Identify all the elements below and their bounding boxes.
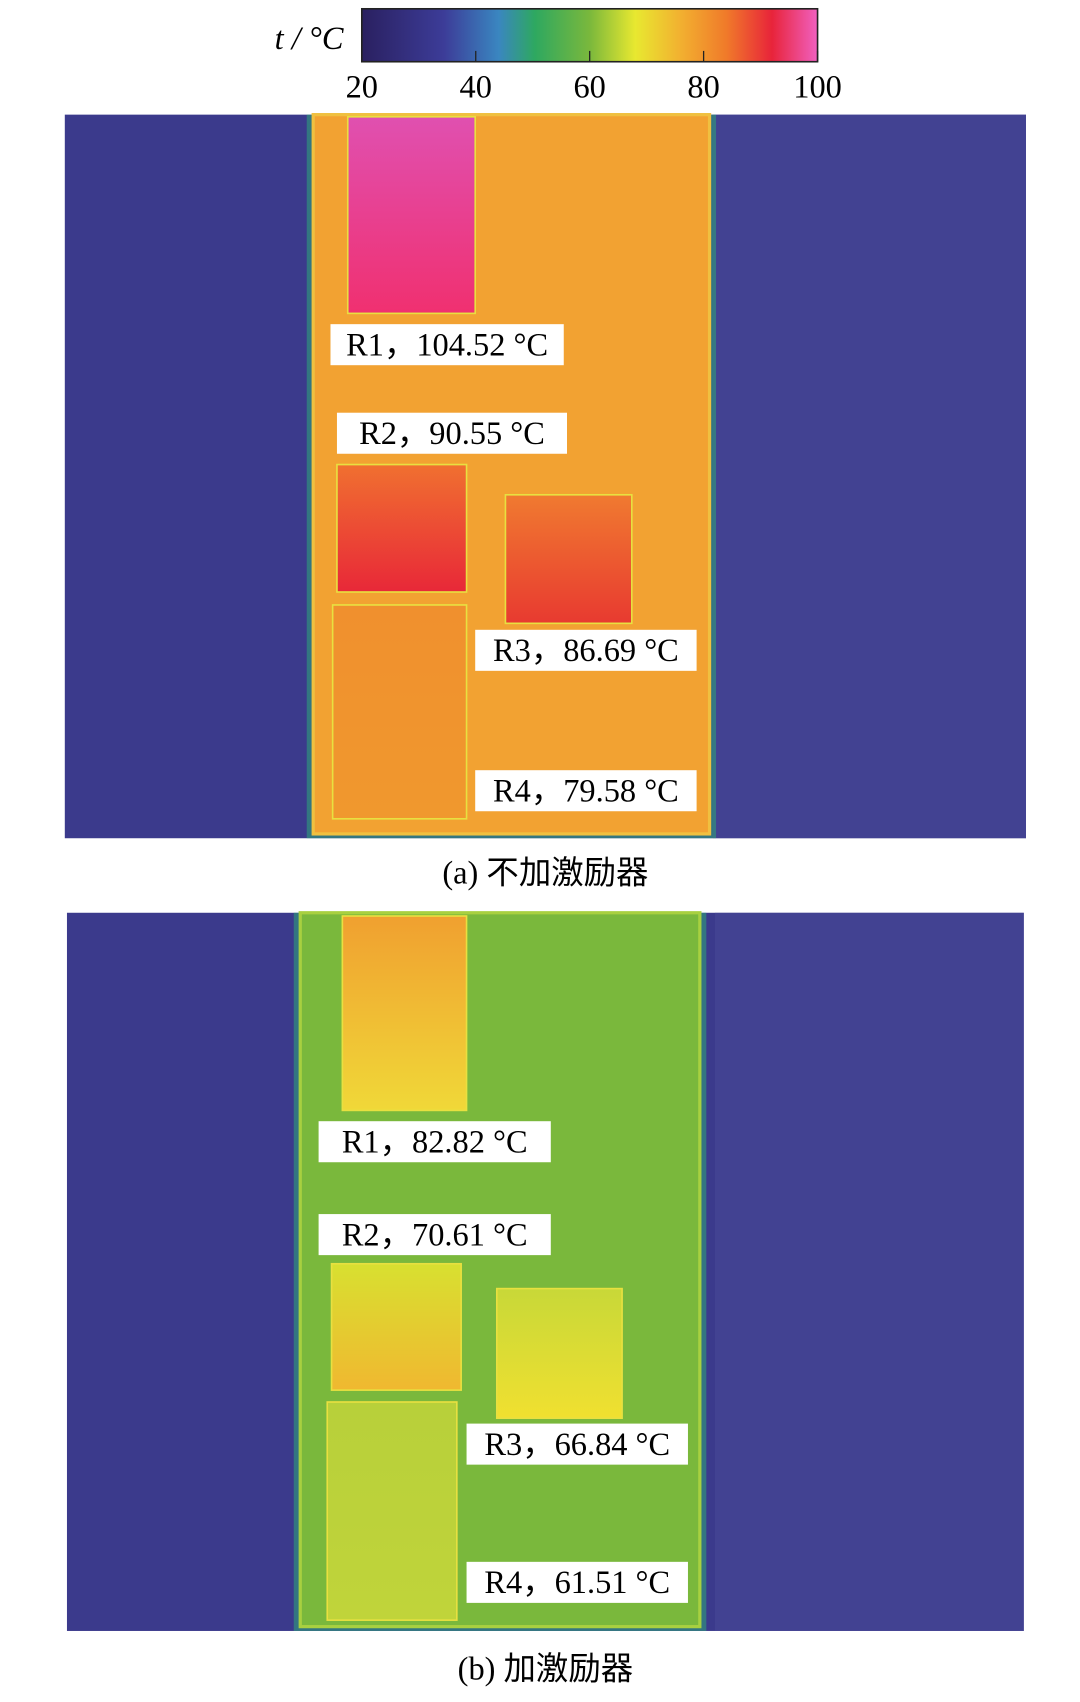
heater-region: [331, 604, 468, 820]
colorbar-tick-label: 100: [793, 69, 842, 105]
heater-region: [495, 1287, 623, 1420]
colorbar-label: t / °C: [275, 21, 344, 57]
region-label: R2，70.61 °C: [342, 1217, 528, 1253]
panel-caption: (a) 不加激励器: [442, 855, 648, 892]
colorbar-tick-label: 20: [346, 69, 378, 105]
heater-region: [346, 115, 477, 315]
region-label-box: [330, 324, 564, 366]
colorbar-tick-label: 60: [573, 69, 605, 105]
colorbar-tick-label: 40: [460, 69, 492, 105]
region-label: R4，61.51 °C: [484, 1565, 670, 1601]
region-label-box: [475, 770, 697, 812]
colorbar-tick-label: 80: [687, 69, 719, 105]
region-label-box: [318, 1121, 551, 1163]
heater-region: [336, 463, 468, 593]
panel-caption: (b) 加激励器: [458, 1651, 633, 1688]
region-label: R4，79.58 °C: [493, 774, 679, 810]
background-shade: [714, 912, 1024, 1631]
region-label-box: [318, 1214, 551, 1256]
heater-region: [341, 915, 468, 1112]
heater-region: [326, 1401, 458, 1621]
region-label: R2，90.55 °C: [359, 416, 545, 452]
region-label-box: [466, 1561, 688, 1603]
region-label-box: [475, 629, 697, 671]
region-label-box: [336, 412, 567, 454]
heater-region: [330, 1262, 462, 1391]
region-label-box: [466, 1423, 688, 1465]
background-shade: [712, 114, 1026, 839]
region-label: R1，104.52 °C: [346, 327, 548, 363]
region-label: R3，86.69 °C: [493, 633, 679, 669]
region-label: R1，82.82 °C: [342, 1125, 528, 1161]
region-label: R3，66.84 °C: [484, 1427, 670, 1463]
heater-region: [504, 493, 633, 625]
